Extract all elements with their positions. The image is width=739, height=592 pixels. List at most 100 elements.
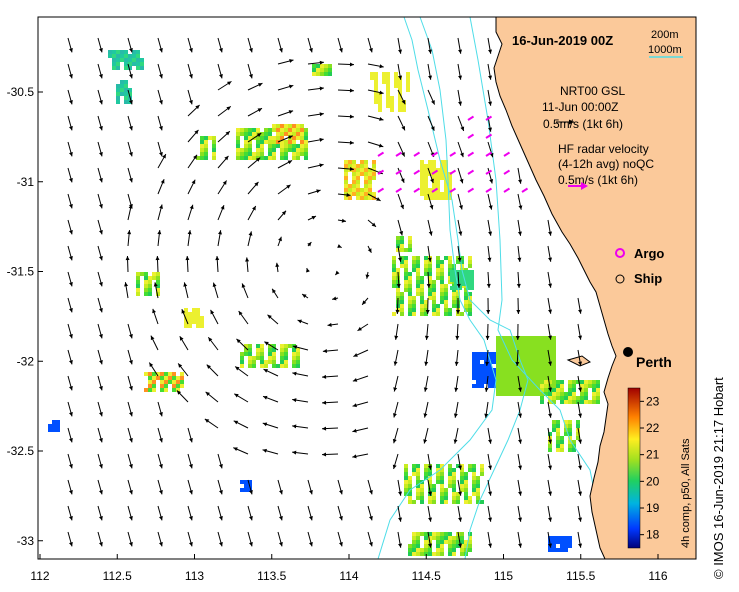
current-arrowhead bbox=[401, 99, 406, 105]
current-arrowhead bbox=[309, 542, 313, 547]
sst-pixel bbox=[352, 172, 356, 176]
sst-pixel bbox=[412, 552, 416, 556]
current-arrowhead bbox=[227, 81, 232, 86]
sst-pixel bbox=[444, 536, 448, 540]
sst-pixel bbox=[440, 268, 444, 272]
sst-pixel bbox=[368, 180, 372, 184]
hf-arrow bbox=[377, 169, 385, 175]
sst-pixel bbox=[520, 348, 524, 352]
current-arrowhead bbox=[306, 268, 310, 273]
current-arrowhead bbox=[335, 270, 340, 276]
sst-pixel bbox=[416, 272, 420, 276]
sst-pixel bbox=[448, 188, 452, 192]
current-arrowhead bbox=[365, 274, 370, 279]
current-arrowhead bbox=[69, 48, 73, 53]
sst-pixel bbox=[552, 392, 556, 396]
current-arrowhead bbox=[302, 294, 307, 298]
sst-pixel bbox=[272, 360, 276, 364]
sst-pixel bbox=[404, 488, 408, 492]
hf-arrow bbox=[449, 169, 457, 175]
sst-pixel bbox=[456, 536, 460, 540]
hf-arrow bbox=[485, 151, 493, 157]
nrt-label: NRT00 GSL bbox=[560, 84, 625, 98]
current-arrowhead bbox=[518, 387, 523, 392]
sst-pixel bbox=[356, 184, 360, 188]
sst-pixel bbox=[416, 464, 420, 468]
current-arrowhead bbox=[488, 491, 493, 496]
sst-pixel bbox=[516, 380, 520, 384]
sst-pixel bbox=[436, 540, 440, 544]
current-arrowhead bbox=[159, 438, 163, 443]
sst-pixel bbox=[196, 320, 200, 324]
sst-pixel bbox=[544, 376, 548, 380]
current-arrowhead bbox=[129, 464, 133, 469]
sst-pixel bbox=[398, 108, 402, 112]
sst-pixel bbox=[420, 548, 424, 552]
sst-pixel bbox=[324, 72, 328, 76]
current-arrowhead bbox=[129, 334, 133, 339]
y-tick-label: -32 bbox=[17, 354, 35, 368]
sst-pixel bbox=[406, 80, 410, 84]
sst-pixel bbox=[56, 428, 60, 432]
sst-pixel bbox=[436, 172, 440, 176]
current-arrowhead bbox=[149, 362, 154, 368]
current-arrowhead bbox=[322, 349, 328, 354]
sst-pixel bbox=[540, 384, 544, 388]
sst-pixel bbox=[400, 300, 404, 304]
sst-pixel bbox=[520, 392, 524, 396]
sst-pixel bbox=[172, 376, 176, 380]
sst-pixel bbox=[280, 140, 284, 144]
current-arrowhead bbox=[267, 314, 272, 319]
sst-pixel bbox=[378, 104, 382, 108]
sst-pixel bbox=[296, 364, 300, 368]
sst-pixel bbox=[436, 184, 440, 188]
sst-pixel bbox=[568, 400, 572, 404]
sst-pixel bbox=[260, 348, 264, 352]
sst-pixel bbox=[184, 324, 188, 328]
sst-pixel bbox=[556, 384, 560, 388]
sst-pixel bbox=[408, 476, 412, 480]
sst-pixel bbox=[512, 372, 516, 376]
sst-pixel bbox=[536, 356, 540, 360]
hf-arrow bbox=[485, 133, 493, 139]
current-arrowhead bbox=[187, 230, 192, 235]
sst-pixel bbox=[472, 480, 476, 484]
sst-pixel bbox=[432, 288, 436, 292]
sst-pixel bbox=[268, 128, 272, 132]
current-arrowhead bbox=[428, 491, 433, 496]
current-arrowhead bbox=[292, 424, 297, 429]
sst-pixel bbox=[492, 360, 496, 364]
sst-pixel bbox=[136, 62, 140, 66]
current-arrowhead bbox=[548, 465, 553, 470]
sst-pixel bbox=[248, 128, 252, 132]
sst-pixel bbox=[428, 188, 432, 192]
sst-pixel bbox=[356, 196, 360, 200]
sst-pixel bbox=[428, 284, 432, 288]
sst-pixel bbox=[252, 128, 256, 132]
sst-pixel bbox=[404, 284, 408, 288]
sst-pixel bbox=[572, 380, 576, 384]
sst-pixel bbox=[200, 136, 204, 140]
current-arrowhead bbox=[400, 204, 404, 210]
sst-pixel bbox=[368, 168, 372, 172]
sst-pixel bbox=[196, 312, 200, 316]
current-arrowhead bbox=[129, 490, 133, 495]
sst-pixel bbox=[268, 348, 272, 352]
sst-pixel bbox=[304, 132, 308, 136]
hf-arrow bbox=[503, 187, 511, 193]
sst-pixel bbox=[416, 536, 420, 540]
sst-pixel bbox=[440, 288, 444, 292]
current-arrowhead bbox=[352, 377, 358, 382]
hf-arrow bbox=[521, 187, 529, 193]
hf-arrow bbox=[431, 151, 439, 157]
current-arrowhead bbox=[224, 155, 229, 161]
current-arrowhead bbox=[458, 517, 463, 522]
current-arrowhead bbox=[428, 465, 433, 470]
sst-pixel bbox=[156, 284, 160, 288]
sst-pixel bbox=[136, 292, 140, 296]
sst-pixel bbox=[176, 376, 180, 380]
sst-pixel bbox=[584, 392, 588, 396]
sst-pixel bbox=[252, 360, 256, 364]
sst-pixel bbox=[520, 352, 524, 356]
sst-pixel bbox=[468, 304, 472, 308]
